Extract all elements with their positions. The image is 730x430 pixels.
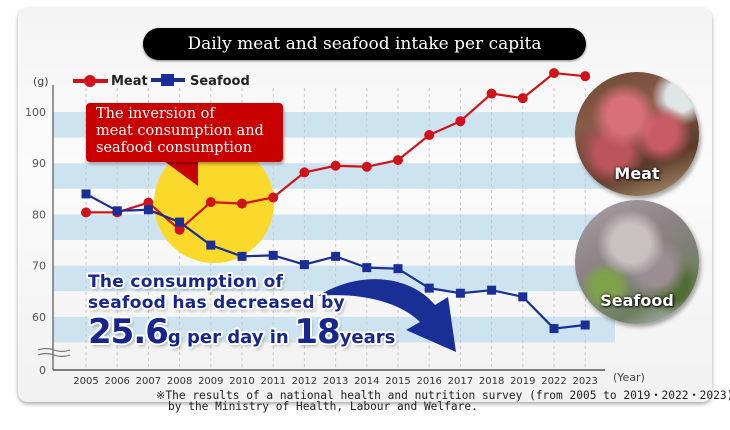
meat-photo-label: Meat xyxy=(614,164,660,183)
band-80 xyxy=(53,214,615,240)
seafood-photo-label: Seafood xyxy=(600,291,674,310)
seafood-point-2022 xyxy=(549,324,559,334)
series-group xyxy=(81,68,591,334)
decrease-line-2: seafood has decreased by xyxy=(88,293,345,313)
x-tick-label: 2015 xyxy=(385,376,410,387)
meat-photo: Meat xyxy=(575,72,699,196)
x-tick-label: 2006 xyxy=(104,376,129,387)
axes xyxy=(37,85,605,371)
x-tick-label: 2018 xyxy=(479,376,504,387)
meat-point-2023 xyxy=(580,71,591,82)
y-tick-label: 80 xyxy=(32,208,46,221)
meat-point-2013 xyxy=(330,160,341,171)
x-tick-label: 2011 xyxy=(260,376,285,387)
decrease-line-1: The consumption of xyxy=(88,272,284,292)
axis-break-mark xyxy=(37,347,71,353)
x-tick-label: 2013 xyxy=(323,376,348,387)
decrease-years-suffix: years xyxy=(339,327,396,348)
legend-label-meat: Meat xyxy=(111,74,148,89)
meat-point-2010 xyxy=(237,198,247,209)
inversion-callout: The inversion of meat consumption and se… xyxy=(86,103,283,162)
seafood-point-2008 xyxy=(175,217,185,227)
x-tick-label: 2010 xyxy=(229,376,254,387)
seafood-point-2011 xyxy=(268,250,278,260)
decrease-years: 18 xyxy=(294,312,340,352)
decrease-line-3: 25.6g per day in 18years xyxy=(88,312,395,358)
meat-point-2007 xyxy=(143,197,154,208)
callout-line-3: seafood consumption xyxy=(96,140,252,156)
x-tick-label: 2014 xyxy=(354,376,379,387)
x-tick-label: 2023 xyxy=(572,376,597,387)
seafood-point-2007 xyxy=(143,205,153,215)
meat-point-2018 xyxy=(486,88,497,99)
y-tick-label: 100 xyxy=(25,106,46,119)
decrease-arrow-icon xyxy=(318,279,456,352)
seafood-point-2013 xyxy=(331,251,341,261)
callout-tail xyxy=(160,158,198,186)
footnote-line-2: by the Ministry of Health, Labour and We… xyxy=(168,400,478,413)
legend-marker-seafood xyxy=(161,74,174,86)
x-tick-labels: 2005 2006 2007 2008 2009 2010 2011 2012 2013 2014… xyxy=(73,376,598,387)
x-tick-label: 2012 xyxy=(292,376,317,387)
legend-label-seafood: Seafood xyxy=(190,74,250,89)
legend-marker-meat xyxy=(84,75,96,87)
meat-point-2005 xyxy=(81,207,91,218)
band-70 xyxy=(53,265,615,292)
seafood-point-2006 xyxy=(112,206,122,216)
legend-markers xyxy=(73,74,185,87)
y-tick-label: 0 xyxy=(39,364,46,377)
x-tick-label: 2009 xyxy=(198,376,223,387)
meat-point-2016 xyxy=(424,130,435,141)
background-bands xyxy=(53,112,615,343)
seafood-point-2005 xyxy=(81,189,91,199)
callout-line-2: meat consumption and xyxy=(96,123,264,139)
seafood-point-2014 xyxy=(362,263,372,273)
meat-point-2019 xyxy=(517,93,528,104)
meat-point-2011 xyxy=(268,192,279,203)
x-tick-label: 2019 xyxy=(510,376,535,387)
band-60 xyxy=(53,316,615,343)
seafood-point-2017 xyxy=(455,288,465,298)
seafood-point-2018 xyxy=(487,285,497,295)
meat-point-2009 xyxy=(205,197,216,208)
seafood-point-2015 xyxy=(393,264,403,274)
y-axis-unit-label: (g) xyxy=(33,75,49,88)
meat-point-2014 xyxy=(361,161,372,172)
seafood-point-2023 xyxy=(580,320,590,330)
seafood-point-2010 xyxy=(237,251,247,261)
meat-point-2017 xyxy=(455,116,466,127)
chart-title: Daily meat and seafood intake per capita xyxy=(143,28,586,60)
footnote: ※The results of a national health and nu… xyxy=(156,389,730,413)
y-tick-label: 60 xyxy=(32,311,46,324)
decrease-message: The consumption of seafood has decreased… xyxy=(88,272,395,358)
decrease-amount: 25.6 xyxy=(88,312,169,352)
meat-point-2022 xyxy=(549,68,559,79)
footnote-line-1: ※The results of a national health and nu… xyxy=(156,389,730,402)
seafood-point-2009 xyxy=(206,240,216,250)
seafood-photo: Seafood xyxy=(575,200,699,324)
y-tick-label: 70 xyxy=(32,260,46,273)
y-tick-labels: 0 60 70 80 90 100 xyxy=(25,106,46,377)
decrease-unit-text: g per day in xyxy=(167,327,289,348)
seafood-point-2016 xyxy=(424,283,434,293)
x-tick-label: 2008 xyxy=(167,376,192,387)
meat-point-2008 xyxy=(174,224,185,235)
x-tick-label: 2017 xyxy=(448,376,473,387)
x-axis-unit-label: (Year) xyxy=(613,371,645,384)
x-tick-label: 2005 xyxy=(73,376,98,387)
seafood-point-2012 xyxy=(299,260,309,270)
seafood-point-2019 xyxy=(518,292,528,302)
meat-point-2015 xyxy=(393,155,403,166)
callout-line-1: The inversion of xyxy=(96,106,215,122)
y-tick-label: 90 xyxy=(32,157,46,170)
x-tick-label: 2016 xyxy=(416,376,441,387)
axis-break-mark xyxy=(37,352,71,358)
meat-point-2012 xyxy=(299,167,310,178)
x-tick-label: 2007 xyxy=(136,376,161,387)
x-tick-label: 2022 xyxy=(541,376,566,387)
